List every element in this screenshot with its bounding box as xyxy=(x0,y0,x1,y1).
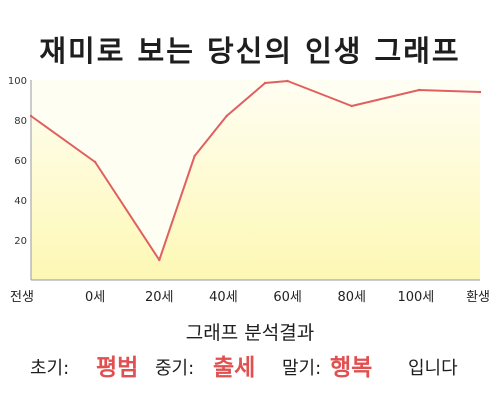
x-tick-label: 60세 xyxy=(273,290,302,305)
analysis-heading: 그래프 분석결과 xyxy=(185,322,315,344)
life-graph-chart: 20 40 60 80 100 전생 0세 20세 40세 60세 80세 100세 환생 xyxy=(8,76,490,305)
early-value: 평범 xyxy=(96,355,139,381)
data-point xyxy=(225,114,228,118)
data-point xyxy=(478,90,482,94)
y-tick-label: 80 xyxy=(14,116,27,127)
data-point xyxy=(93,160,97,164)
middle-label: 중기: xyxy=(155,358,195,379)
data-point xyxy=(417,88,421,92)
x-tick-label: 환생 xyxy=(466,290,490,305)
late-value: 행복 xyxy=(330,355,373,381)
data-point xyxy=(286,79,289,83)
x-tick-label: 100세 xyxy=(397,290,434,305)
early-label: 초기: xyxy=(30,358,70,379)
data-point xyxy=(350,104,353,108)
x-tick-label: 80세 xyxy=(337,290,366,305)
chart-title: 재미로 보는 당신의 인생 그래프 xyxy=(39,34,461,68)
x-tick-label: 40세 xyxy=(209,290,238,305)
late-label: 말기: xyxy=(282,358,322,379)
y-tick-label: 20 xyxy=(14,236,27,247)
y-tick-label: 60 xyxy=(14,156,27,167)
middle-value: 출세 xyxy=(213,355,256,381)
x-tick-label: 0세 xyxy=(85,290,105,305)
x-tick-label: 전생 xyxy=(10,290,34,305)
data-point xyxy=(193,154,196,158)
area-fill xyxy=(31,81,480,280)
analysis-result-line: 초기: 평범 중기: 출세 말기: 행복 입니다 xyxy=(0,346,500,386)
life-series-line xyxy=(30,80,481,261)
y-tick-label: 40 xyxy=(14,196,27,207)
closing-text: 입니다 xyxy=(408,358,458,379)
data-point xyxy=(158,258,161,262)
data-point xyxy=(263,81,267,85)
y-tick-label: 100 xyxy=(8,76,27,87)
x-tick-label: 20세 xyxy=(145,290,174,305)
data-point xyxy=(29,114,33,118)
